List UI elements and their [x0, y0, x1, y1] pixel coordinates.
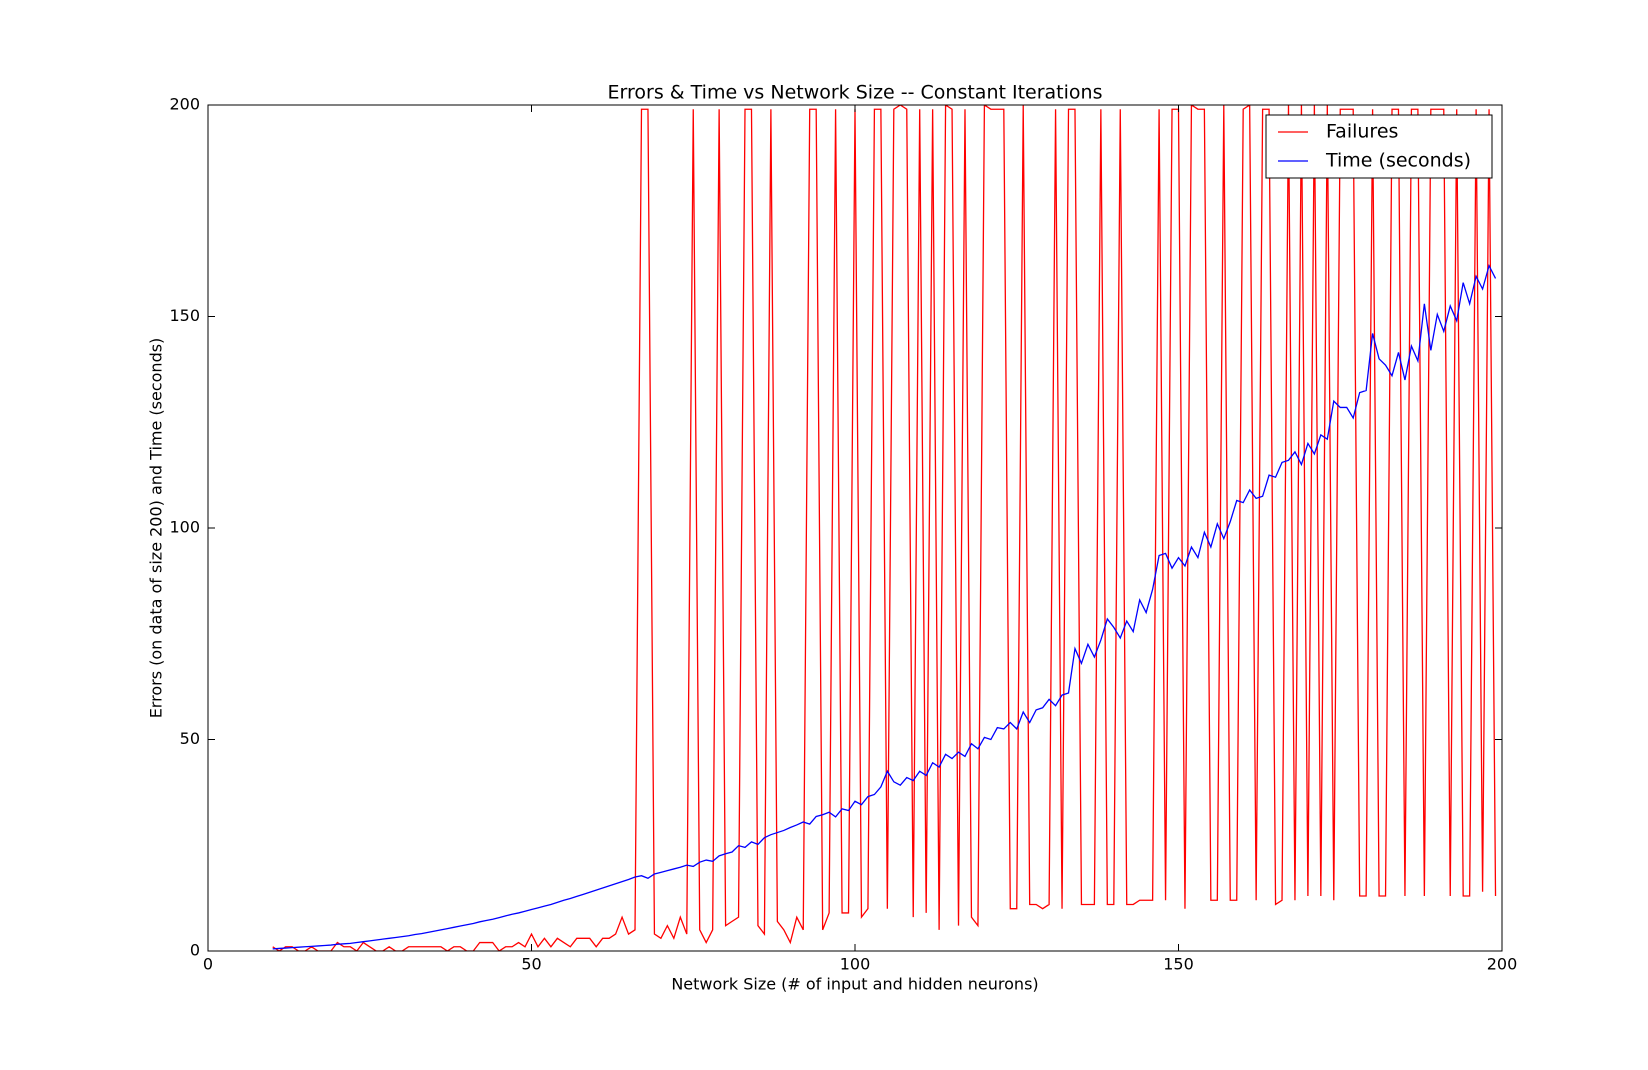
legend-label: Time (seconds)	[1325, 150, 1471, 172]
x-axis-label: Network Size (# of input and hidden neur…	[671, 975, 1038, 994]
x-tick-label: 200	[1487, 955, 1518, 974]
series-line	[272, 105, 1497, 951]
legend-label: Failures	[1326, 121, 1398, 143]
y-tick-label: 0	[190, 941, 200, 960]
y-tick-label: 200	[169, 95, 200, 114]
x-tick-label: 50	[521, 955, 541, 974]
legend-box	[1265, 114, 1493, 179]
y-tick-label: 100	[169, 518, 200, 537]
y-tick-label: 150	[169, 306, 200, 325]
x-tick-label: 150	[1163, 955, 1194, 974]
x-tick-label: 0	[203, 955, 213, 974]
y-tick-label: 50	[180, 729, 200, 748]
y-axis-label: Errors (on data of size 200) and Time (s…	[147, 338, 166, 719]
x-tick-label: 100	[840, 955, 871, 974]
chart-title: Errors & Time vs Network Size -- Constan…	[608, 82, 1103, 104]
series-line	[272, 263, 1497, 950]
